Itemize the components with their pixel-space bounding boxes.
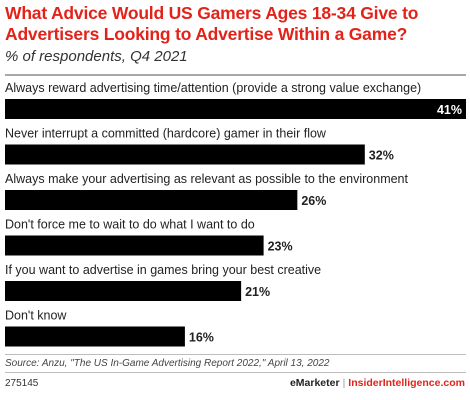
data-label: 26% (301, 194, 326, 208)
chart-id: 275145 (5, 378, 39, 389)
data-label: 41% (437, 103, 462, 117)
chart-subtitle: % of respondents, Q4 2021 (5, 48, 188, 65)
category-label: If you want to advertise in games bring … (5, 263, 321, 277)
bar (5, 281, 242, 301)
category-label: Don't know (5, 309, 67, 323)
footer-divider (5, 372, 466, 373)
bar (5, 326, 185, 347)
brand-separator: | (342, 377, 346, 389)
data-label: 23% (268, 240, 293, 254)
bar (5, 235, 264, 256)
bar (5, 99, 466, 119)
data-label: 32% (369, 149, 394, 163)
source-divider (5, 354, 466, 355)
bar-chart: Always reward advertising time/attention… (5, 81, 466, 347)
category-label: Don't force me to wait to do what I want… (5, 218, 255, 232)
data-label: 16% (189, 331, 214, 345)
header-divider (5, 74, 466, 76)
emarketer-logo-text: eMarketer (289, 377, 340, 389)
data-label: 21% (245, 285, 270, 299)
category-label: Always reward advertising time/attention… (5, 81, 421, 95)
brand-footer: eMarketer | InsiderIntelligence.com (290, 377, 465, 389)
bar (5, 190, 298, 210)
insider-intelligence-link[interactable]: InsiderIntelligence.com (348, 377, 465, 389)
category-label: Never interrupt a committed (hardcore) g… (5, 127, 327, 141)
bar (5, 144, 365, 165)
chart-title: What Advice Would US Gamers Ages 18-34 G… (5, 3, 419, 44)
source-note: Source: Anzu, "The US In-Game Advertisin… (5, 358, 330, 369)
category-label: Always make your advertising as relevant… (5, 172, 409, 186)
